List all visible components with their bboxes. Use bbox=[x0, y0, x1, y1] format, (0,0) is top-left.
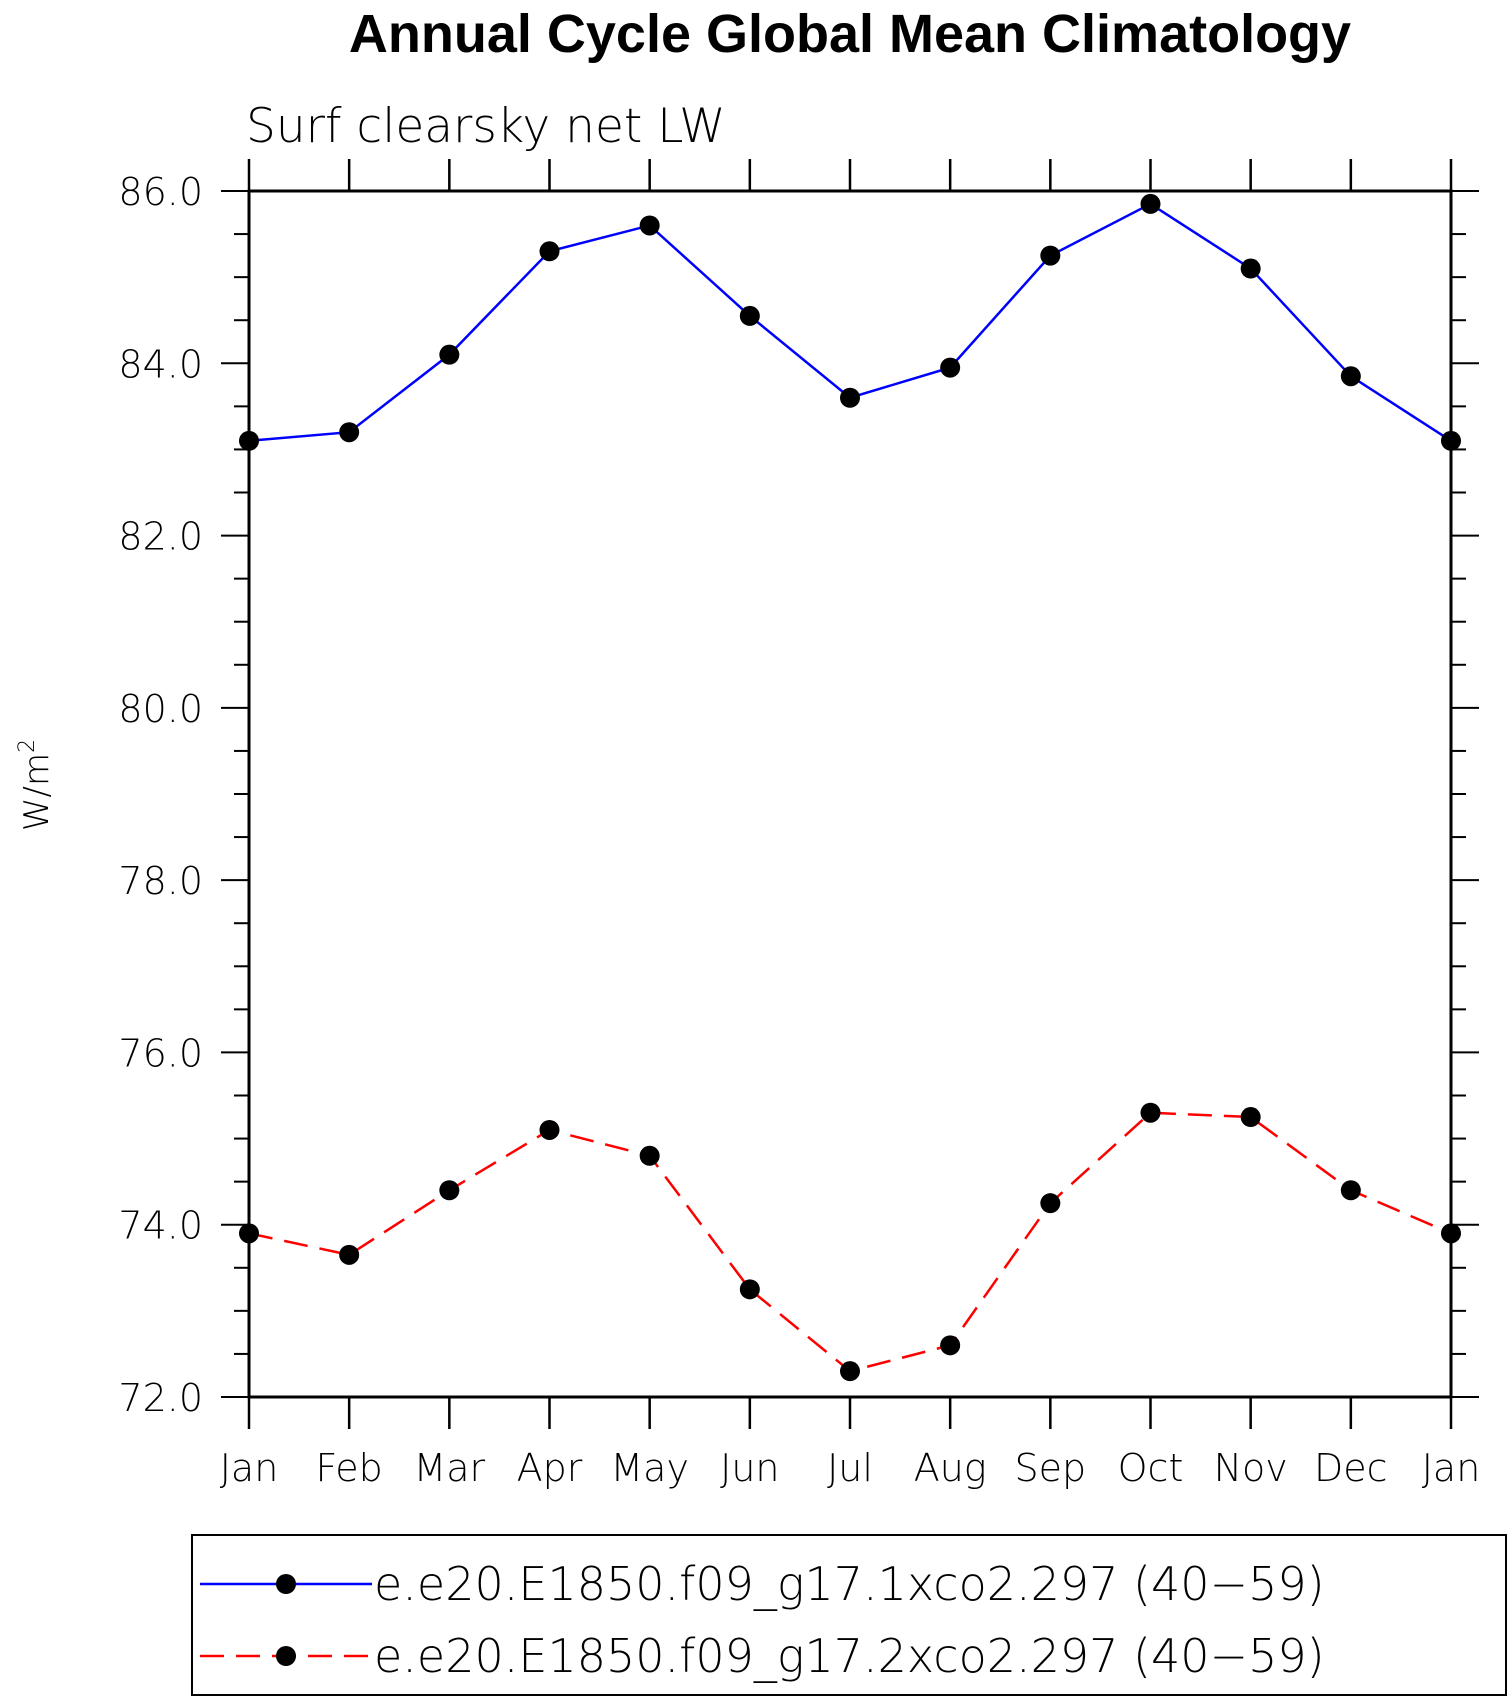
x-tick-label: Jan bbox=[220, 1446, 279, 1490]
series-2-point bbox=[1240, 1107, 1261, 1128]
legend-box bbox=[191, 1534, 1507, 1696]
y-tick-label: 76.0 bbox=[118, 1031, 203, 1075]
x-tick-label: Aug bbox=[914, 1446, 987, 1490]
series-1-point bbox=[1240, 258, 1261, 279]
x-tick-label: Apr bbox=[517, 1446, 583, 1490]
series-layer bbox=[239, 193, 1461, 1382]
y-ticks: 72.0 74.0 76.0 78.0 80.0 82.0 84.0 86.0 bbox=[118, 170, 1479, 1420]
legend: e.e20.E1850.f09_g17.1xco2.297 (40−59) e.e… bbox=[191, 1534, 1507, 1696]
y-tick-label: 86.0 bbox=[118, 170, 203, 214]
series-1-point bbox=[1441, 430, 1461, 451]
y-axis-label-text: W/m bbox=[17, 753, 57, 831]
series-2-point bbox=[1040, 1193, 1061, 1214]
plot-frame bbox=[247, 189, 1453, 1399]
legend-label-2: e.e20.E1850.f09_g17.2xco2.297 (40−59) bbox=[374, 1629, 1325, 1683]
y-tick-label: 84.0 bbox=[118, 342, 203, 386]
series-1-point bbox=[439, 344, 460, 365]
series-1-point bbox=[1040, 245, 1061, 266]
series-1-point bbox=[940, 357, 961, 378]
series-2-line bbox=[248, 1111, 1452, 1373]
chart-subtitle: Surf clearsky net LW bbox=[246, 99, 726, 154]
chart-title: Annual Cycle Global Mean Climatology bbox=[349, 4, 1351, 64]
x-tick-label: Jul bbox=[827, 1446, 873, 1490]
series-1-point bbox=[539, 241, 560, 262]
legend-label-1: e.e20.E1850.f09_g17.1xco2.297 (40−59) bbox=[374, 1557, 1325, 1611]
x-ticks: Jan Feb Mar Apr May Jun Jul Aug Sep Oct Nov Dec Jan bbox=[220, 159, 1481, 1490]
series-1-point bbox=[339, 422, 360, 443]
x-tick-label: May bbox=[610, 1446, 689, 1490]
series-2-point bbox=[1140, 1102, 1161, 1123]
y-axis-label-superscript: 2 bbox=[15, 739, 40, 753]
svg-text:W/m2: W/m2 bbox=[15, 739, 57, 831]
y-tick-label: 72.0 bbox=[118, 1376, 203, 1420]
legend-marker-1 bbox=[276, 1574, 296, 1594]
series-2-point bbox=[439, 1180, 460, 1201]
series-2-point bbox=[739, 1279, 760, 1300]
x-tick-label: Mar bbox=[413, 1446, 485, 1490]
series-1-point bbox=[239, 430, 259, 451]
series-1-point bbox=[739, 305, 760, 326]
series-1-point bbox=[1140, 193, 1161, 214]
series-1-point bbox=[840, 387, 860, 408]
series-2-point bbox=[239, 1223, 259, 1244]
y-axis-label: W/m2 bbox=[15, 739, 57, 831]
legend-marker-2 bbox=[276, 1646, 296, 1666]
x-tick-label: Nov bbox=[1214, 1446, 1288, 1490]
y-tick-label: 82.0 bbox=[118, 515, 203, 559]
series-1-point bbox=[1340, 366, 1361, 387]
legend-items: e.e20.E1850.f09_g17.1xco2.297 (40−59) e.e… bbox=[200, 1557, 1325, 1683]
series-2-point bbox=[840, 1361, 860, 1382]
series-1-point bbox=[639, 215, 660, 236]
series-2-point bbox=[940, 1335, 961, 1356]
x-tick-label: Feb bbox=[316, 1446, 383, 1490]
series-2-point bbox=[339, 1244, 360, 1265]
x-tick-label: Jan bbox=[1422, 1446, 1481, 1490]
x-tick-label: Jun bbox=[720, 1446, 779, 1490]
series-2-point bbox=[539, 1119, 560, 1140]
x-tick-label: Sep bbox=[1015, 1446, 1087, 1490]
x-tick-label: Dec bbox=[1314, 1446, 1388, 1490]
y-tick-label: 78.0 bbox=[118, 859, 203, 903]
y-tick-label: 80.0 bbox=[118, 687, 203, 731]
y-tick-label: 74.0 bbox=[118, 1204, 203, 1248]
series-2-point bbox=[1340, 1180, 1361, 1201]
series-2-point bbox=[1441, 1223, 1461, 1244]
x-tick-label: Oct bbox=[1118, 1446, 1184, 1490]
series-2-point bbox=[639, 1145, 660, 1166]
